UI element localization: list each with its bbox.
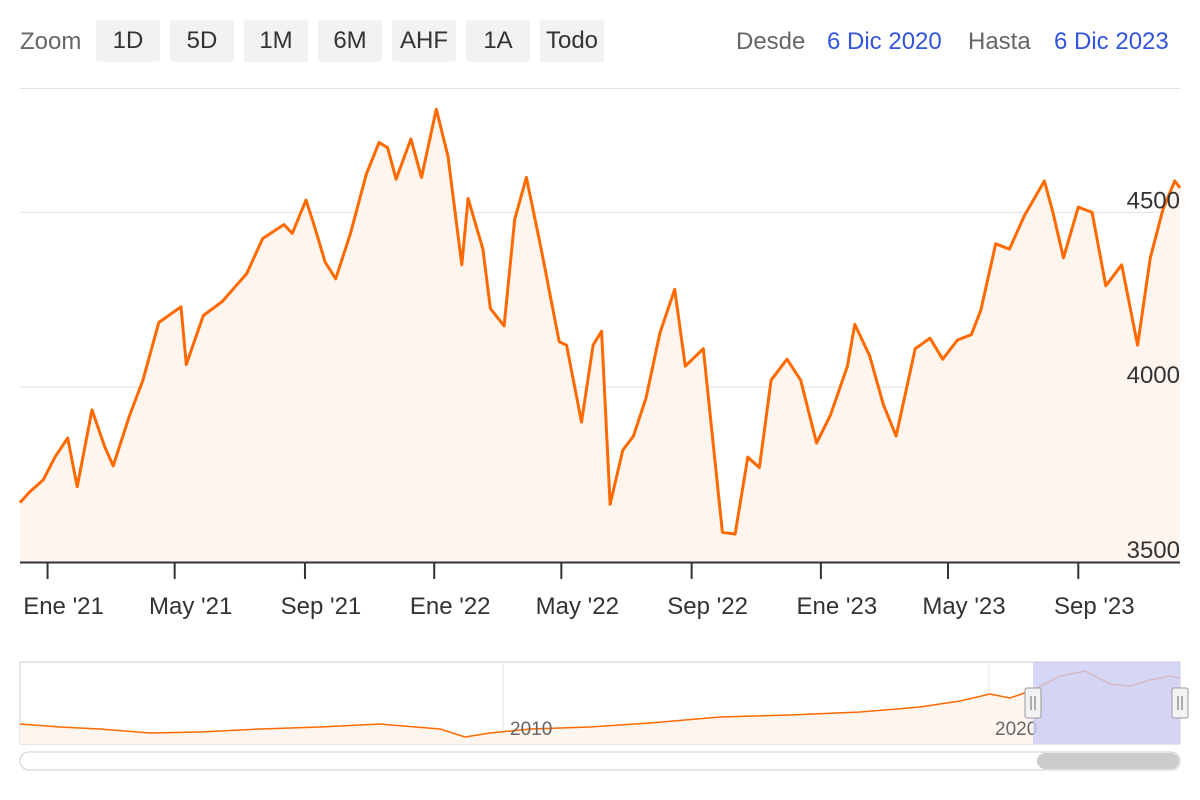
x-axis: Ene '21 May '21 Sep '21 Ene '22 May '22 Sep '… (23, 562, 1135, 620)
x-tick-label: Ene '23 (797, 593, 878, 620)
range-selector-toolbar: Zoom 1D 5D 1M 6M AHF 1A Todo Desde 6 Dic… (0, 0, 1200, 88)
navigator-selected-range[interactable] (1033, 662, 1180, 744)
x-tick-label: Sep '21 (281, 593, 362, 620)
zoom-label: Zoom (20, 28, 82, 55)
navigator-label-2010: 2010 (510, 719, 552, 740)
x-tick-label: Sep '22 (667, 593, 748, 620)
from-date-input[interactable]: 6 Dic 2020 (827, 28, 942, 55)
series-line (18, 107, 1182, 536)
x-tick-label: Sep '23 (1054, 593, 1135, 620)
toolbar-divider (20, 88, 1180, 89)
x-tick-label: May '23 (922, 593, 1005, 620)
zoom-all-button[interactable]: Todo (540, 20, 604, 62)
zoom-6m-button[interactable]: 6M (318, 20, 382, 62)
navigator-left-handle[interactable] (1024, 687, 1042, 719)
x-tick-label: May '22 (536, 593, 619, 620)
navigator-series-area (20, 671, 1180, 744)
y-tick-label: 4000 (1127, 362, 1180, 389)
navigator[interactable]: 2010 2020 (19, 661, 1189, 745)
navigator-label-2020: 2020 (995, 719, 1037, 740)
from-label: Desde (736, 28, 806, 55)
zoom-1y-button[interactable]: 1A (466, 20, 530, 62)
scrollbar-track[interactable] (19, 751, 1181, 771)
x-tick-label: Ene '21 (23, 593, 104, 620)
y-tick-label: 4500 (1127, 187, 1180, 214)
to-label: Hasta (968, 28, 1031, 55)
zoom-5d-button[interactable]: 5D (170, 20, 234, 62)
navigator-right-handle[interactable] (1171, 687, 1189, 719)
to-date-input[interactable]: 6 Dic 2023 (1054, 28, 1169, 55)
y-axis: 3500 4000 4500 (1127, 187, 1180, 564)
x-tick-label: Ene '22 (410, 593, 491, 620)
x-tick-label: May '21 (149, 593, 232, 620)
zoom-1d-button[interactable]: 1D (96, 20, 160, 62)
zoom-ytd-button[interactable]: AHF (392, 20, 456, 62)
y-tick-label: 3500 (1127, 537, 1180, 564)
scrollbar-thumb[interactable] (1037, 753, 1179, 769)
zoom-1m-button[interactable]: 1M (244, 20, 308, 62)
